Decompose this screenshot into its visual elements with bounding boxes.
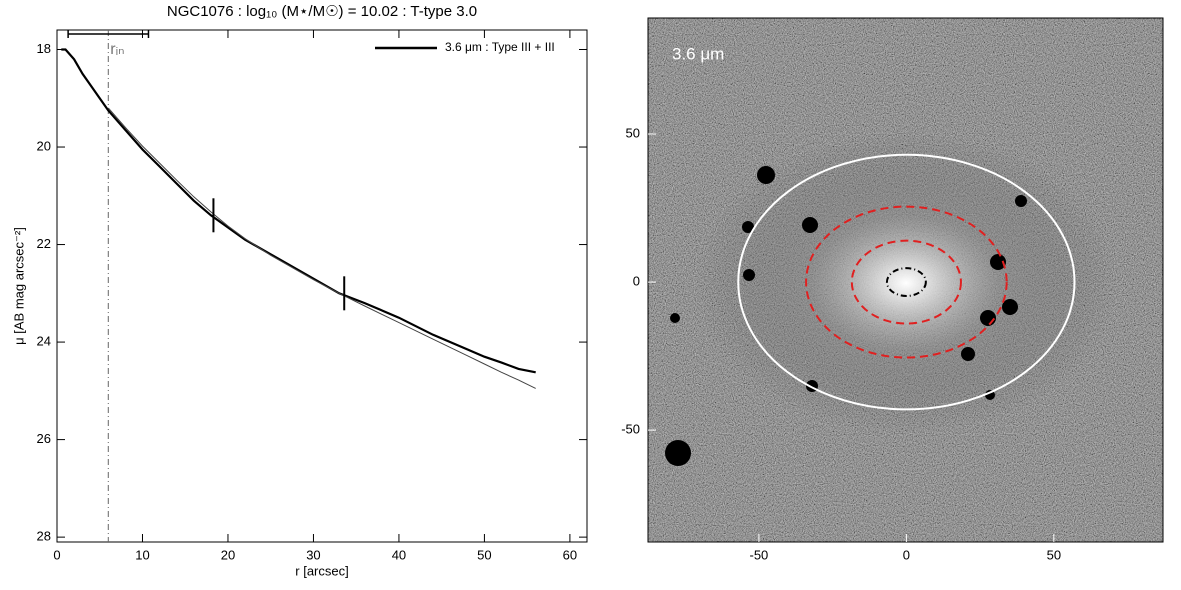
plot-frame [56,29,588,543]
galaxy-image [648,18,1163,542]
x-tick-label: 50 [477,547,491,562]
y-tick-label: 0 [633,274,640,289]
aperture-ellipse [850,239,962,325]
x-tick-label: 30 [306,547,320,562]
x-tick-label: 0 [53,547,60,562]
x-tick-label: 20 [221,547,235,562]
y-tick-label: 18 [37,41,51,56]
band-label: 3.6 μm [672,44,724,63]
y-tick-label: 26 [37,431,51,446]
aperture-ellipse [885,267,927,297]
x-tick-label: 40 [392,547,406,562]
aperture-ellipse [737,153,1076,411]
x-tick-label: 0 [903,547,910,562]
y-tick-label: 50 [626,125,640,140]
y-axis-label: μ [AB mag arcsec⁻²] [11,227,26,345]
profile-line [61,48,536,374]
r-in-label: rᵢₙ [110,41,124,58]
x-axis-label: r [arcsec] [295,563,348,578]
legend-label: 3.6 μm : Type III + III [445,40,555,54]
y-tick-label: -50 [621,422,640,437]
y-tick-label: 22 [37,236,51,251]
y-tick-label: 28 [37,529,51,544]
y-tick-label: 20 [37,138,51,153]
aperture-ellipse [805,205,1008,359]
x-tick-label: -50 [750,547,769,562]
chart-title: NGC1076 : log₁₀ (M⋆/M☉) = 10.02 : T-type… [167,3,477,20]
image-frame [647,17,1164,543]
x-tick-label: 10 [135,547,149,562]
y-tick-label: 24 [37,334,51,349]
profile-line [107,107,536,389]
x-tick-label: 50 [1047,547,1061,562]
x-tick-label: 60 [563,547,577,562]
